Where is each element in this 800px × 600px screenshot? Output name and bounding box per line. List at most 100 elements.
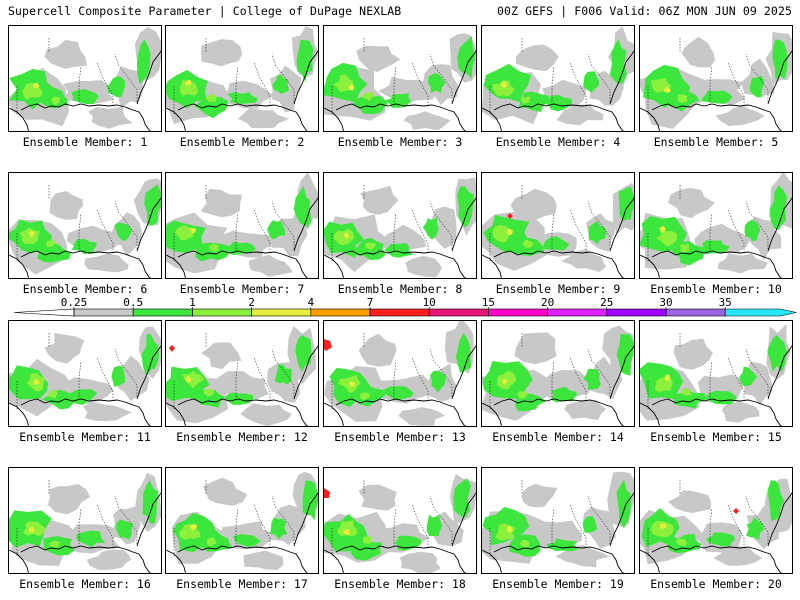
scp-gray-area <box>399 551 441 573</box>
scp-yellow-area <box>506 228 513 236</box>
scp-green-area <box>543 94 573 112</box>
colorbar-swatch <box>428 308 489 317</box>
scp-green-area <box>739 366 757 387</box>
scp-green-area <box>772 39 788 80</box>
ensemble-member-label: Ensemble Member: 12 <box>176 430 308 444</box>
scp-lightgreen-area <box>519 539 530 549</box>
scp-map <box>324 177 476 278</box>
scp-red-core <box>733 508 739 514</box>
scp-green-area <box>71 238 97 254</box>
scp-lightgreen-area <box>521 96 531 104</box>
coastline <box>166 492 318 573</box>
coastline <box>640 197 792 278</box>
scp-lightgreen-area <box>182 370 205 389</box>
scp-lightgreen-area <box>50 96 61 105</box>
scp-green-area <box>274 364 292 385</box>
ensemble-panel <box>165 172 319 279</box>
ensemble-member-label: Ensemble Member: 19 <box>492 577 624 591</box>
scp-green-area <box>550 386 577 403</box>
ensemble-member-label: Ensemble Member: 15 <box>650 430 782 444</box>
coastline <box>482 197 634 278</box>
scp-gray-area <box>398 407 446 426</box>
ensemble-panel <box>8 320 162 427</box>
scp-lightgreen-area <box>23 521 46 537</box>
ensemble-member-label: Ensemble Member: 3 <box>337 135 463 149</box>
state-borders <box>489 185 611 261</box>
scp-green-area <box>76 530 106 547</box>
state-borders <box>16 480 138 556</box>
scp-yellow-area <box>28 230 35 238</box>
scp-yellow-area <box>343 232 349 239</box>
scp-green-area <box>194 242 231 262</box>
scp-gray-area <box>713 546 763 566</box>
scp-gray-area <box>86 549 132 571</box>
scp-green-area <box>428 73 446 94</box>
scp-lightgreen-area <box>19 227 40 244</box>
scp-lightgreen-area <box>521 239 534 248</box>
scp-red-core <box>507 213 513 219</box>
scp-gray-area <box>114 355 150 401</box>
scp-green-area <box>616 333 634 376</box>
scp-green-area <box>705 390 738 405</box>
scp-gray-area <box>403 111 451 131</box>
scp-yellow-area <box>343 529 350 535</box>
colorbar-swatch <box>132 308 193 317</box>
scp-green-area <box>37 242 71 263</box>
colorbar-swatch <box>488 308 548 317</box>
coastline <box>640 50 792 131</box>
scp-green-area <box>189 389 225 408</box>
coastline <box>9 50 161 131</box>
colorbar-tick-label: 20 <box>541 297 554 309</box>
scp-yellow-area <box>348 381 355 387</box>
scp-lightgreen-area <box>656 230 678 247</box>
ensemble-panel <box>165 25 319 132</box>
scp-map <box>166 173 318 278</box>
colorbar-swatch <box>606 308 667 317</box>
scp-green-area <box>457 35 476 79</box>
ensemble-member-label: Ensemble Member: 1 <box>22 135 148 149</box>
scp-lightgreen-area <box>492 225 511 243</box>
scp-gray-area <box>248 254 293 277</box>
scp-yellow-area <box>190 524 197 531</box>
state-borders <box>331 480 453 556</box>
scp-gray-area <box>358 333 397 367</box>
state-borders <box>489 480 611 556</box>
scp-green-area <box>384 243 414 258</box>
ensemble-panel <box>639 172 793 279</box>
scp-lightgreen-area <box>47 390 58 399</box>
scp-green-area <box>701 90 733 104</box>
scp-map <box>640 173 792 278</box>
coastline <box>166 345 318 426</box>
state-borders <box>173 333 295 409</box>
scp-gray-area <box>240 403 292 426</box>
scp-green-area <box>144 184 161 226</box>
ensemble-member-label: Ensemble Member: 11 <box>19 430 151 444</box>
scp-gray-area <box>521 483 558 508</box>
ensemble-panel <box>165 467 319 574</box>
state-borders <box>647 38 769 114</box>
scp-yellow-area <box>348 83 354 91</box>
scp-green-area <box>541 236 570 251</box>
colorbar-tick-label: 30 <box>659 297 672 309</box>
scp-green-area <box>224 392 254 405</box>
scp-gray-area <box>237 108 290 129</box>
scp-green-area <box>546 538 579 552</box>
ensemble-panel <box>165 320 319 427</box>
colorbar-under-arrow <box>13 308 75 317</box>
state-borders <box>173 185 295 261</box>
scp-gray-area <box>668 490 711 513</box>
scp-lightgreen-area <box>362 92 374 101</box>
ensemble-member-label: Ensemble Member: 20 <box>650 577 782 591</box>
scp-map <box>640 31 792 131</box>
scp-lightgreen-area <box>205 93 217 103</box>
scp-gray-area <box>681 36 715 68</box>
scp-map <box>324 33 476 131</box>
scp-green-area <box>353 95 388 115</box>
ensemble-panel <box>323 25 477 132</box>
scp-gray-area <box>668 187 715 218</box>
scp-gray-area <box>405 255 442 278</box>
ensemble-member-label: Ensemble Member: 17 <box>176 577 308 591</box>
scp-lightgreen-area <box>677 94 688 103</box>
scp-yellow-area <box>502 378 508 385</box>
scp-green-area <box>705 532 736 547</box>
